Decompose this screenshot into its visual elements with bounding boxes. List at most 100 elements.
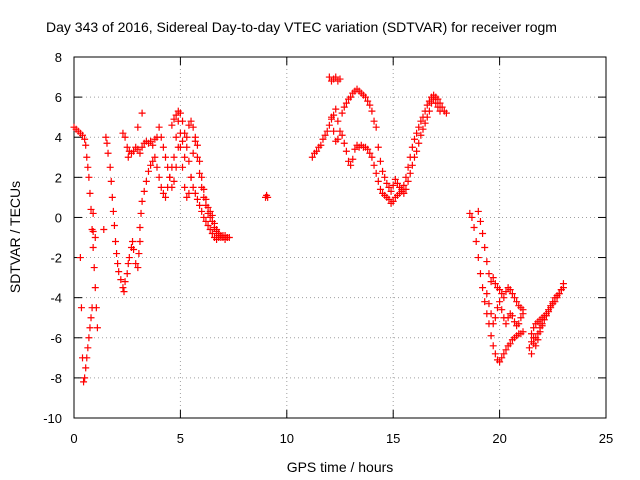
data-points <box>70 73 567 386</box>
data-point <box>536 328 544 336</box>
data-point <box>498 306 506 314</box>
data-point <box>198 173 206 181</box>
data-point <box>542 310 550 318</box>
data-point <box>493 304 501 312</box>
data-point <box>172 163 180 171</box>
data-point <box>347 161 355 169</box>
data-point <box>474 207 482 215</box>
data-point <box>400 189 408 197</box>
data-point <box>204 203 212 211</box>
data-point <box>115 268 123 276</box>
data-point <box>189 123 197 131</box>
data-point <box>330 127 338 135</box>
data-point <box>419 125 427 133</box>
data-point <box>183 143 191 151</box>
data-point <box>168 121 176 129</box>
data-point <box>528 350 536 358</box>
data-point <box>181 153 189 161</box>
data-point <box>368 107 376 115</box>
data-point <box>317 141 325 149</box>
data-point <box>528 338 536 346</box>
data-point <box>340 103 348 111</box>
data-point <box>370 117 378 125</box>
data-point <box>202 195 210 203</box>
data-point <box>84 344 92 352</box>
data-point <box>138 143 146 151</box>
data-point <box>102 133 110 141</box>
x-tick-label: 25 <box>599 431 613 446</box>
data-point <box>120 288 128 296</box>
data-point <box>510 294 518 302</box>
data-point <box>162 193 170 201</box>
data-point <box>487 332 495 340</box>
data-point <box>345 157 353 165</box>
data-point <box>502 320 510 328</box>
data-point <box>513 298 521 306</box>
data-point <box>502 288 510 296</box>
data-point <box>474 254 482 262</box>
data-point <box>391 175 399 183</box>
data-point <box>364 145 372 153</box>
data-point <box>176 129 184 137</box>
data-point <box>436 107 444 115</box>
data-point <box>106 163 114 171</box>
data-point <box>172 111 180 119</box>
data-point <box>325 73 333 81</box>
data-point <box>349 155 357 163</box>
data-point <box>538 322 546 330</box>
data-point <box>372 123 380 131</box>
data-point <box>323 127 331 135</box>
data-point <box>172 133 180 141</box>
data-point <box>489 320 497 328</box>
data-point <box>134 264 142 272</box>
data-point <box>151 153 159 161</box>
data-point <box>170 153 178 161</box>
data-point <box>421 119 429 127</box>
data-point <box>423 101 431 109</box>
x-tick-label: 10 <box>280 431 294 446</box>
data-point <box>121 133 129 141</box>
data-point <box>200 213 208 221</box>
data-point <box>136 149 144 157</box>
data-point <box>351 145 359 153</box>
data-point <box>159 189 167 197</box>
data-point <box>308 153 316 161</box>
data-point <box>142 177 150 185</box>
data-point <box>83 153 91 161</box>
data-point <box>135 250 143 258</box>
data-point <box>313 147 321 155</box>
data-point <box>374 143 382 151</box>
data-point <box>107 177 115 185</box>
data-point <box>189 149 197 157</box>
data-point <box>89 227 97 235</box>
y-tick-label: 4 <box>55 130 62 145</box>
data-point <box>76 254 84 262</box>
data-point <box>84 163 92 171</box>
data-point <box>485 270 493 278</box>
data-point <box>193 153 201 161</box>
data-point <box>319 135 327 143</box>
data-point <box>119 129 127 137</box>
data-point <box>210 219 218 227</box>
data-point <box>506 286 514 294</box>
data-point <box>383 179 391 187</box>
data-point <box>129 238 137 246</box>
data-point <box>204 221 212 229</box>
data-point <box>385 183 393 191</box>
data-point <box>187 117 195 125</box>
data-point <box>81 374 89 382</box>
data-point <box>189 183 197 191</box>
data-point <box>525 344 533 352</box>
data-point <box>500 350 508 358</box>
data-point <box>206 225 214 233</box>
data-point <box>332 105 340 113</box>
y-tick-label: -10 <box>43 411 62 426</box>
data-point <box>200 185 208 193</box>
data-point <box>198 207 206 215</box>
data-point <box>108 193 116 201</box>
data-point <box>413 147 421 155</box>
data-point <box>153 163 161 171</box>
data-point <box>400 181 408 189</box>
data-point <box>466 209 474 217</box>
